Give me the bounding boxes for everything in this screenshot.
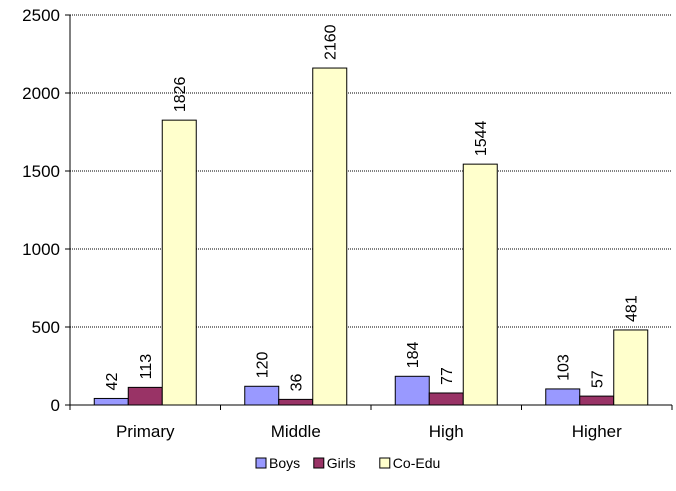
bar-co-edu-high: [462, 163, 498, 406]
bar-girls-primary: [127, 386, 163, 406]
bar-co-edu-higher: [613, 329, 649, 406]
bar-girls-high: [428, 392, 464, 406]
bar-boys-middle: [244, 385, 280, 406]
axes: 0 500 1000 1500 2000 2500 Primary Middle High Hig…: [22, 6, 673, 441]
data-labels: 42 113 1826 120 36 2160 184 77 1544 103 57 481: [104, 24, 641, 391]
bar-value-label: 2160: [323, 24, 340, 60]
y-tick-label: 500: [32, 318, 60, 337]
legend-item-boys: Boys: [255, 455, 300, 471]
y-tick-label: 2500: [22, 6, 60, 25]
legend-item-girls: Girls: [313, 455, 356, 471]
bar-value-label: 57: [590, 370, 607, 388]
bar-value-label: 120: [255, 351, 272, 378]
legend-swatch: [313, 457, 325, 469]
bar-value-label: 1544: [473, 120, 490, 156]
x-category-label: Higher: [572, 422, 622, 441]
bar-boys-high: [394, 375, 430, 406]
bar-value-label: 113: [138, 354, 155, 380]
y-tick-label: 1000: [22, 240, 60, 259]
y-tick-label: 0: [51, 396, 60, 415]
legend-swatch: [255, 457, 267, 469]
bar-co-edu-middle: [312, 67, 348, 406]
x-category-label: High: [429, 422, 464, 441]
bar-value-label: 36: [289, 373, 306, 391]
bar-value-label: 1826: [172, 76, 189, 112]
bar-value-label: 103: [556, 354, 573, 381]
legend-swatch: [379, 457, 391, 469]
legend: Boys Girls Co-Edu: [255, 455, 440, 471]
bar-boys-higher: [545, 388, 581, 406]
x-category-label: Primary: [116, 422, 175, 441]
bar-co-edu-primary: [161, 119, 197, 406]
bar-value-label: 42: [104, 373, 121, 391]
x-category-label: Middle: [271, 422, 321, 441]
legend-label: Boys: [269, 455, 300, 471]
bar-girls-middle: [278, 398, 314, 406]
y-tick-label: 1500: [22, 162, 60, 181]
legend-label: Girls: [327, 455, 356, 471]
bars: [93, 67, 649, 406]
bar-girls-higher: [579, 395, 615, 406]
bar-value-label: 481: [624, 295, 641, 322]
bar-boys-primary: [93, 397, 129, 406]
bar-value-label: 184: [405, 341, 422, 368]
y-tick-label: 2000: [22, 84, 60, 103]
legend-label: Co-Edu: [393, 455, 440, 471]
bar-value-label: 77: [439, 367, 456, 385]
gridlines: [70, 14, 672, 328]
legend-item-co-edu: Co-Edu: [379, 455, 440, 471]
